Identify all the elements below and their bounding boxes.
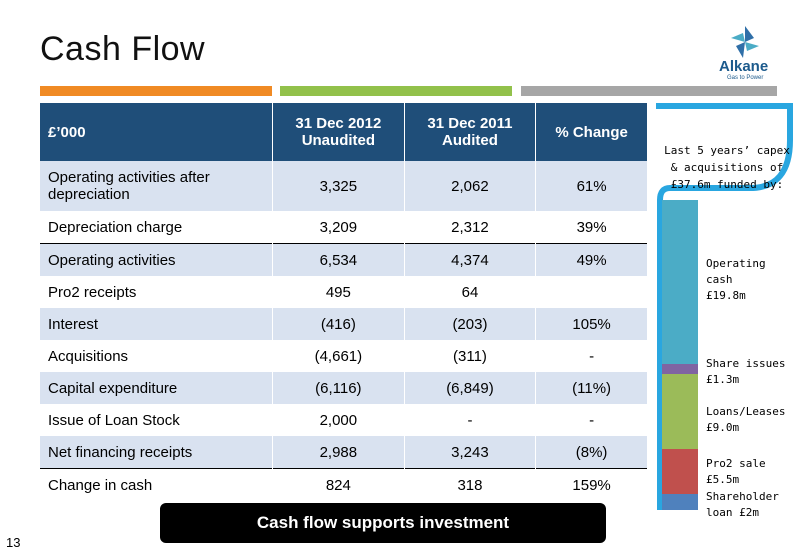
cell-2011: (311) bbox=[404, 340, 537, 372]
row-label: Interest bbox=[40, 308, 273, 340]
alkane-logo-icon bbox=[731, 26, 759, 58]
cell-change: 49% bbox=[535, 243, 648, 276]
grey-divider bbox=[521, 86, 777, 96]
label-shareholder-loan: Shareholder loan £2m bbox=[706, 490, 779, 519]
cell-2012: 2,000 bbox=[272, 404, 405, 436]
segment-shareholder-loan bbox=[662, 494, 698, 510]
cell-2011: 3,243 bbox=[404, 436, 537, 469]
page-number: 13 bbox=[6, 535, 21, 550]
cell-2012: 3,209 bbox=[272, 211, 405, 244]
table-header-row: £’000 31 Dec 2012 Unaudited 31 Dec 2011 Au… bbox=[40, 103, 648, 161]
funding-title: Last 5 years’ capex & acquisitions of £3… bbox=[664, 144, 790, 191]
cell-2012: 6,534 bbox=[272, 243, 405, 276]
table-row: Depreciation charge 3,209 2,312 39% bbox=[40, 211, 648, 244]
table-row: Pro2 receipts 495 64 bbox=[40, 276, 648, 308]
cell-2012: 3,325 bbox=[272, 161, 405, 211]
cell-2012: 824 bbox=[272, 468, 405, 501]
cell-change: - bbox=[535, 340, 648, 372]
row-label: Acquisitions bbox=[40, 340, 273, 372]
table-row: Change in cash 824 318 159% bbox=[40, 468, 648, 501]
cell-change: 159% bbox=[535, 468, 648, 501]
cell-2012: 2,988 bbox=[272, 436, 405, 469]
table-row: Net financing receipts 2,988 3,243 (8%) bbox=[40, 436, 648, 469]
cell-2011: 318 bbox=[404, 468, 537, 501]
segment-pro2-sale bbox=[662, 449, 698, 494]
cell-2012: (416) bbox=[272, 308, 405, 340]
row-label: Capital expenditure bbox=[40, 372, 273, 404]
cell-change bbox=[535, 276, 648, 308]
cell-change: - bbox=[535, 404, 648, 436]
logo-tagline: Gas to Power bbox=[727, 75, 764, 81]
row-label: Operating activities after depreciation bbox=[40, 161, 273, 211]
table-row: Operating activities 6,534 4,374 49% bbox=[40, 243, 648, 276]
table-row: Acquisitions (4,661) (311) - bbox=[40, 340, 648, 372]
summary-banner: Cash flow supports investment bbox=[160, 503, 606, 543]
table-row: Capital expenditure (6,116) (6,849) (11%… bbox=[40, 372, 648, 404]
cell-2011: - bbox=[404, 404, 537, 436]
segment-share-issues bbox=[662, 364, 698, 374]
cell-change: (8%) bbox=[535, 436, 648, 469]
row-label: Change in cash bbox=[40, 468, 273, 501]
row-label: Pro2 receipts bbox=[40, 276, 273, 308]
table-row: Issue of Loan Stock 2,000 - - bbox=[40, 404, 648, 436]
label-loans-leases: Loans/Leases £9.0m bbox=[706, 405, 786, 434]
cell-change: (11%) bbox=[535, 372, 648, 404]
cell-2011: (203) bbox=[404, 308, 537, 340]
green-divider bbox=[280, 86, 512, 96]
cell-change: 39% bbox=[535, 211, 648, 244]
cash-flow-table: £’000 31 Dec 2012 Unaudited 31 Dec 2011 Au… bbox=[40, 103, 648, 501]
column-header: 31 Dec 2012 Unaudited bbox=[272, 103, 405, 161]
orange-divider bbox=[40, 86, 272, 96]
logo-name: Alkane bbox=[719, 58, 769, 75]
label-share-issues: Share issues £1.3m bbox=[706, 357, 786, 386]
cell-2011: 2,062 bbox=[404, 161, 537, 211]
table-row: Interest (416) (203) 105% bbox=[40, 308, 648, 340]
cell-2012: (4,661) bbox=[272, 340, 405, 372]
row-label: Issue of Loan Stock bbox=[40, 404, 273, 436]
table-row: Operating activities after depreciation … bbox=[40, 161, 648, 211]
page-title: Cash Flow bbox=[40, 30, 206, 68]
segment-operating-cash bbox=[662, 200, 698, 364]
cell-2011: 2,312 bbox=[404, 211, 537, 244]
row-label: Operating activities bbox=[40, 243, 273, 276]
segment-loans-leases bbox=[662, 374, 698, 449]
cell-change: 105% bbox=[535, 308, 648, 340]
cell-2012: (6,116) bbox=[272, 372, 405, 404]
row-label: Net financing receipts bbox=[40, 436, 273, 469]
row-label: Depreciation charge bbox=[40, 211, 273, 244]
cell-2012: 495 bbox=[272, 276, 405, 308]
column-header: 31 Dec 2011 Audited bbox=[404, 103, 537, 161]
column-header: % Change bbox=[535, 103, 648, 161]
label-pro2-sale: Pro2 sale £5.5m bbox=[706, 457, 766, 486]
label-operating-cash: Operating cash £19.8m bbox=[706, 257, 766, 302]
column-header: £’000 bbox=[40, 103, 273, 161]
cell-2011: 4,374 bbox=[404, 243, 537, 276]
cell-2011: 64 bbox=[404, 276, 537, 308]
bracket-arc-icon bbox=[656, 103, 793, 510]
cell-change: 61% bbox=[535, 161, 648, 211]
cell-2011: (6,849) bbox=[404, 372, 537, 404]
